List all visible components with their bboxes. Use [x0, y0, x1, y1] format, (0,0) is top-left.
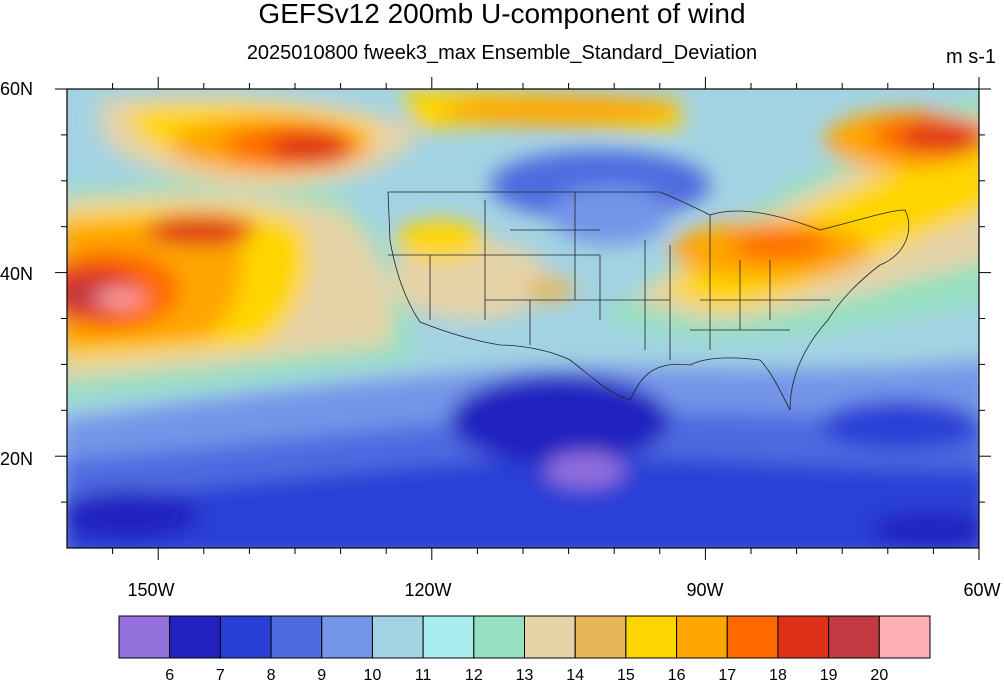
lon-label-60w: 60W	[963, 580, 1001, 600]
colorbar-label: 7	[215, 667, 225, 684]
colorbar-label: 14	[566, 667, 585, 684]
colorbar-label: 15	[616, 667, 635, 684]
boundaries	[387, 191, 910, 411]
chart-subtitle: 2025010800 fweek3_max Ensemble_Standard_…	[246, 42, 758, 64]
colorbar-swatch	[219, 615, 272, 659]
lat-label-20n: 20N	[0, 449, 34, 469]
units-label: m s-1	[946, 46, 996, 68]
colorbar-swatch	[524, 615, 576, 659]
lat-label-60n: 60N	[0, 79, 34, 99]
colorbar-label: 20	[870, 667, 889, 684]
colorbar-label: 9	[317, 667, 327, 684]
colorbar-swatch	[270, 615, 323, 659]
colorbar-swatch	[371, 615, 424, 659]
colorbar-label: 17	[718, 667, 737, 684]
colorbar	[118, 615, 931, 659]
colorbar-swatch	[878, 615, 931, 659]
colorbar-label: 10	[363, 667, 382, 684]
colorbar-swatch	[574, 615, 627, 659]
colorbar-swatch	[169, 615, 221, 659]
colorbar-label: 8	[266, 667, 276, 684]
colorbar-swatch	[118, 615, 171, 659]
colorbar-label: 6	[165, 667, 175, 684]
colorbar-swatch	[676, 615, 728, 659]
lon-label-150w: 150W	[127, 580, 175, 600]
colorbar-label: 18	[769, 667, 787, 684]
colorbar-swatch	[473, 615, 525, 659]
colorbar-swatch	[321, 615, 373, 659]
colorbar-swatch	[828, 615, 880, 659]
chart-title: GEFSv12 200mb U-component of wind	[258, 0, 746, 29]
colorbar-label: 11	[414, 667, 432, 684]
colorbar-swatch	[625, 615, 678, 659]
colorbar-label: 12	[464, 667, 483, 684]
colorbar-label: 16	[667, 667, 686, 684]
contour-field	[67, 89, 979, 548]
axis-ticks	[55, 77, 991, 560]
lon-label-120w: 120W	[404, 580, 452, 600]
colorbar-label: 19	[819, 667, 838, 684]
colorbar-swatch	[777, 615, 830, 659]
lat-label-40n: 40N	[0, 264, 34, 284]
lon-label-90w: 90W	[686, 580, 724, 600]
colorbar-label: 13	[515, 667, 534, 684]
colorbar-swatch	[422, 615, 475, 659]
colorbar-swatch	[726, 615, 779, 659]
